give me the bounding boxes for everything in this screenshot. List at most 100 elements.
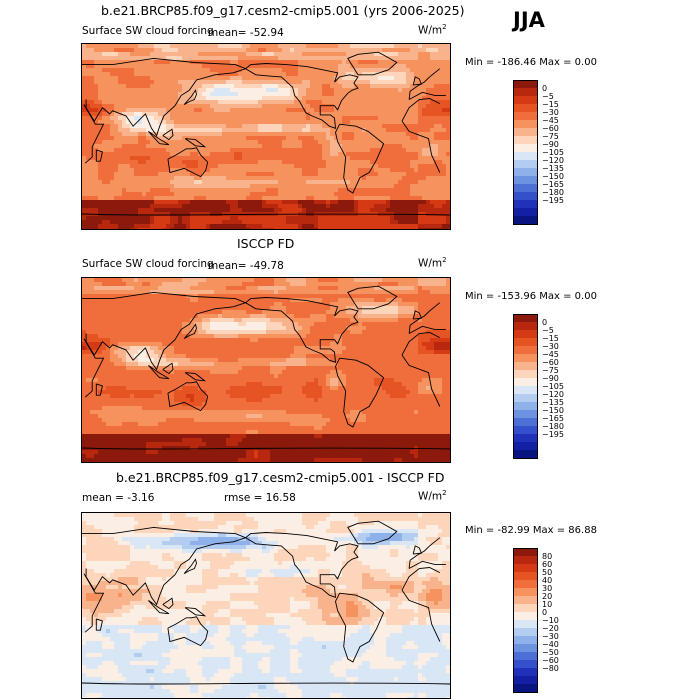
mean-value: mean= -49.78 [208,260,284,272]
coastline [412,545,423,555]
colorbar-label: −75 [542,131,559,141]
field-cells [82,278,450,462]
colorbar-swatch [513,548,538,557]
coastline [335,592,385,663]
coastline [95,383,103,396]
colorbar: 0 −5 −15 −30 −45 −60 −75 −90 −105 −120 −135 −150 −16… [513,314,593,459]
colorbar-label: −45 [542,115,559,125]
coastline [83,332,441,407]
colorbar-swatch [513,410,538,419]
colorbar-swatch [513,216,538,225]
colorbar-label: −60 [542,357,559,367]
colorbar-swatch [513,208,538,217]
coastline [95,149,103,162]
coastline [83,98,441,173]
coastline [184,607,207,617]
coastline [148,131,170,146]
coastlines [82,51,450,216]
colorbar-label: −60 [542,655,559,665]
colorbar-label: −180 [542,187,564,197]
colorbar-label: 0 [542,83,548,93]
mean-value: mean= -52.94 [208,27,284,39]
colorbar-label: −105 [542,147,564,157]
colorbar-swatch [513,338,538,347]
coastline [245,297,359,363]
coastline [83,567,441,642]
colorbar-swatch [513,144,538,153]
map-plot [81,512,451,699]
colorbar-label: −180 [542,421,564,431]
units-base: W/m [418,24,443,37]
field-label: Surface SW cloud forcing [82,25,214,37]
colorbar-swatch [513,668,538,677]
colorbar-label: −120 [542,389,564,399]
colorbar-swatch [513,112,538,121]
colorbar-label: −150 [542,171,564,181]
colorbar-swatch [513,354,538,363]
colorbar-label: −75 [542,365,559,375]
colorbar-swatch [513,330,538,339]
coastline [335,123,385,194]
coastline [245,63,359,129]
min-max-label: Min = -153.96 Max = 0.00 [465,291,597,302]
coastline [245,532,359,598]
min-max-label: Min = -82.99 Max = 86.88 [465,525,597,536]
colorbar-label: −30 [542,107,559,117]
colorbar-label: −20 [542,623,559,633]
coastline [335,357,385,428]
panel-title: b.e21.BRCP85.f09_g17.cesm2-cmip5.001 (yr… [101,3,465,18]
colorbar-swatch [513,152,538,161]
colorbar-swatch [513,676,538,685]
colorbar-swatch [513,192,538,201]
colorbar-label: −90 [542,139,559,149]
map-plot [81,43,451,230]
colorbar-label: 20 [542,591,553,601]
colorbar-label: −195 [542,429,564,439]
panel-title: ISCCP FD [237,236,295,251]
colorbar-swatch [513,556,538,565]
coastline [183,89,197,105]
coastline [347,285,398,310]
colorbar-swatch [513,120,538,129]
colorbar-label: −40 [542,639,559,649]
colorbar-swatch [513,652,538,661]
coastline [184,372,207,382]
field-label: Surface SW cloud forcing [82,258,214,270]
colorbar-swatch [513,580,538,589]
colorbar-swatch [513,660,538,669]
colorbar-swatch [513,596,538,605]
colorbar-label: −135 [542,397,564,407]
coastline [347,51,398,76]
colorbar-label: −165 [542,179,564,189]
colorbar-swatch [513,176,538,185]
colorbar-swatch [513,434,538,443]
colorbar-swatch [513,362,538,371]
colorbar-label: −150 [542,405,564,415]
colorbar-swatch [513,314,538,323]
colorbar-swatch [513,402,538,411]
colorbar-swatch [513,168,538,177]
colorbar-swatch [513,346,538,355]
colorbar-swatch [513,442,538,451]
colorbar-label: −60 [542,123,559,133]
coastline [347,520,398,545]
coastline [183,558,197,574]
colorbar-label: −120 [542,155,564,165]
colorbar-label: −5 [542,91,554,101]
colorbar-swatch [513,644,538,653]
colorbar-label: −135 [542,163,564,173]
coastline [167,381,209,412]
field-cells [82,44,450,229]
colorbar-swatch [513,104,538,113]
antarctica-coastline [82,213,450,216]
colorbar-label: −90 [542,373,559,383]
colorbar-swatch [513,378,538,387]
colorbar-label: −10 [542,615,559,625]
colorbar-swatch [513,426,538,435]
colorbar-swatch [513,370,538,379]
coastline [412,310,423,320]
antarctica-coastline [82,447,450,450]
antarctica-coastline [82,682,450,685]
units-exponent: 2 [442,23,447,31]
colorbar-swatch [513,564,538,573]
